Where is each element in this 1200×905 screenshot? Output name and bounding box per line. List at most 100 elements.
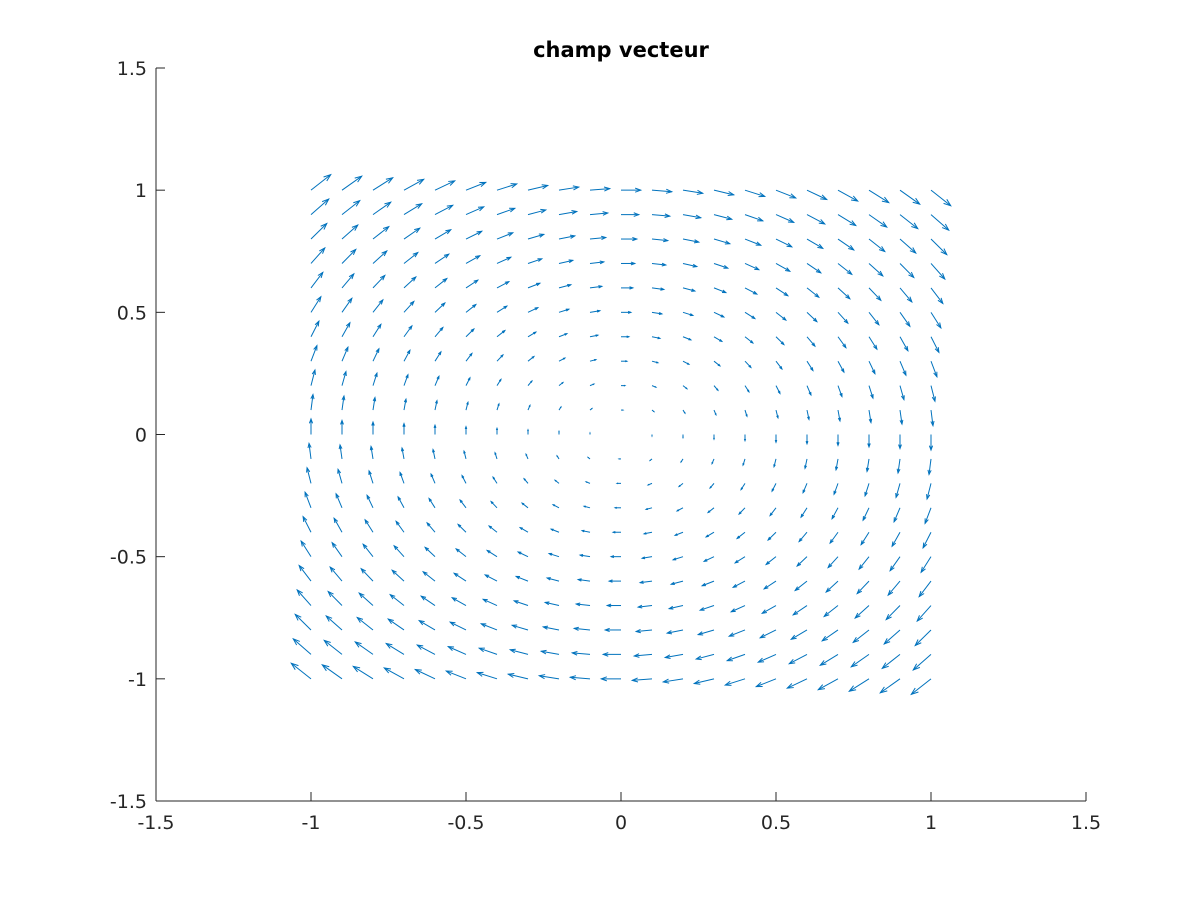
vector-arrow [528, 283, 540, 288]
vector-arrow [372, 422, 375, 434]
vector-arrow [743, 459, 745, 465]
vector-arrow [332, 543, 342, 557]
vector-arrow [714, 361, 720, 366]
vector-arrow [838, 386, 842, 397]
vector-arrow [464, 451, 466, 459]
vector-arrow [776, 263, 790, 271]
vector-arrow [683, 288, 695, 291]
vector-arrow [311, 248, 325, 264]
vector-arrow [541, 650, 559, 654]
vector-arrow [911, 679, 931, 695]
vector-arrow [617, 483, 621, 484]
vector-arrow [745, 312, 755, 318]
vector-arrow [311, 223, 327, 239]
vector-arrow [489, 526, 497, 532]
vector-arrow [760, 630, 776, 638]
vector-arrow [342, 249, 356, 263]
vector-arrow [652, 239, 668, 242]
vector-arrow [590, 384, 594, 386]
vector-arrow [330, 567, 342, 581]
vector-arrow [590, 261, 604, 264]
vector-arrow [466, 231, 482, 239]
vector-arrow [404, 228, 420, 239]
vector-arrow [900, 337, 908, 351]
vector-arrow [919, 581, 931, 597]
vector-arrow [855, 606, 869, 618]
vector-arrow [401, 448, 404, 459]
vector-arrow [838, 312, 848, 323]
vector-arrow [528, 209, 546, 214]
vector-arrow [466, 182, 486, 190]
vector-arrow [311, 321, 319, 337]
vector-arrow [520, 528, 528, 533]
vector-arrow [545, 602, 559, 606]
vector-arrow [342, 274, 354, 288]
vector-arrow [311, 395, 314, 411]
vector-arrow [896, 483, 900, 497]
vector-arrow [894, 508, 900, 522]
vector-arrow [776, 288, 788, 296]
vector-arrow [342, 225, 358, 239]
x-tick-label: 1.5 [1071, 812, 1101, 834]
vector-arrow [357, 618, 373, 630]
vector-arrow [311, 346, 317, 362]
vector-arrow [931, 361, 937, 377]
vector-arrow [830, 532, 838, 543]
vector-arrow [404, 350, 410, 361]
vector-arrow [621, 188, 641, 192]
vector-arrow [714, 215, 732, 220]
vector-arrow [458, 524, 466, 532]
vector-arrow [900, 190, 920, 204]
vector-arrow [838, 337, 846, 348]
vector-arrow [373, 227, 389, 239]
vector-arrow [338, 469, 342, 483]
vector-arrow [341, 421, 344, 435]
vector-arrow [435, 376, 439, 385]
vector-arrow [466, 207, 484, 215]
vector-arrow [466, 305, 476, 313]
vector-arrow [373, 251, 387, 263]
vector-arrow [609, 580, 621, 582]
vector-arrow [524, 479, 528, 484]
vector-arrow [466, 353, 472, 361]
vector-arrow [869, 312, 879, 324]
vector-arrow [590, 409, 592, 411]
vector-arrow [756, 679, 776, 687]
vector-arrow [363, 544, 373, 556]
vector-arrow [663, 679, 683, 683]
vector-arrow [683, 190, 703, 194]
vector-arrow [404, 375, 408, 386]
vector-arrow [404, 399, 407, 410]
vector-arrow [917, 606, 931, 622]
vector-arrow [837, 435, 839, 446]
vector-arrow [776, 215, 794, 223]
vector-arrow [797, 557, 807, 566]
vector-arrow [390, 595, 404, 606]
vector-arrow [621, 213, 639, 217]
vector-arrow [764, 581, 776, 589]
vector-arrow [899, 435, 902, 449]
vector-arrow [866, 459, 869, 471]
vector-arrow [392, 570, 404, 581]
vector-arrow [853, 630, 869, 642]
vector-arrow [923, 532, 931, 548]
vector-arrow [311, 370, 315, 386]
vector-arrow [431, 474, 435, 483]
vector-arrow [869, 190, 889, 202]
vector-arrow [342, 347, 348, 361]
vector-arrow [621, 237, 637, 240]
x-tick-label: 0.5 [761, 812, 791, 834]
vector-arrow [553, 505, 559, 508]
vector-arrow [311, 199, 329, 215]
vector-arrow [466, 256, 480, 264]
vector-arrow [605, 628, 621, 631]
vector-arrow [741, 483, 745, 489]
vector-arrow [404, 301, 414, 312]
vector-arrow [834, 483, 838, 494]
vector-arrow [838, 190, 858, 201]
vector-arrow [555, 480, 559, 483]
vector-arrow [772, 483, 776, 491]
vector-arrow [435, 181, 455, 190]
